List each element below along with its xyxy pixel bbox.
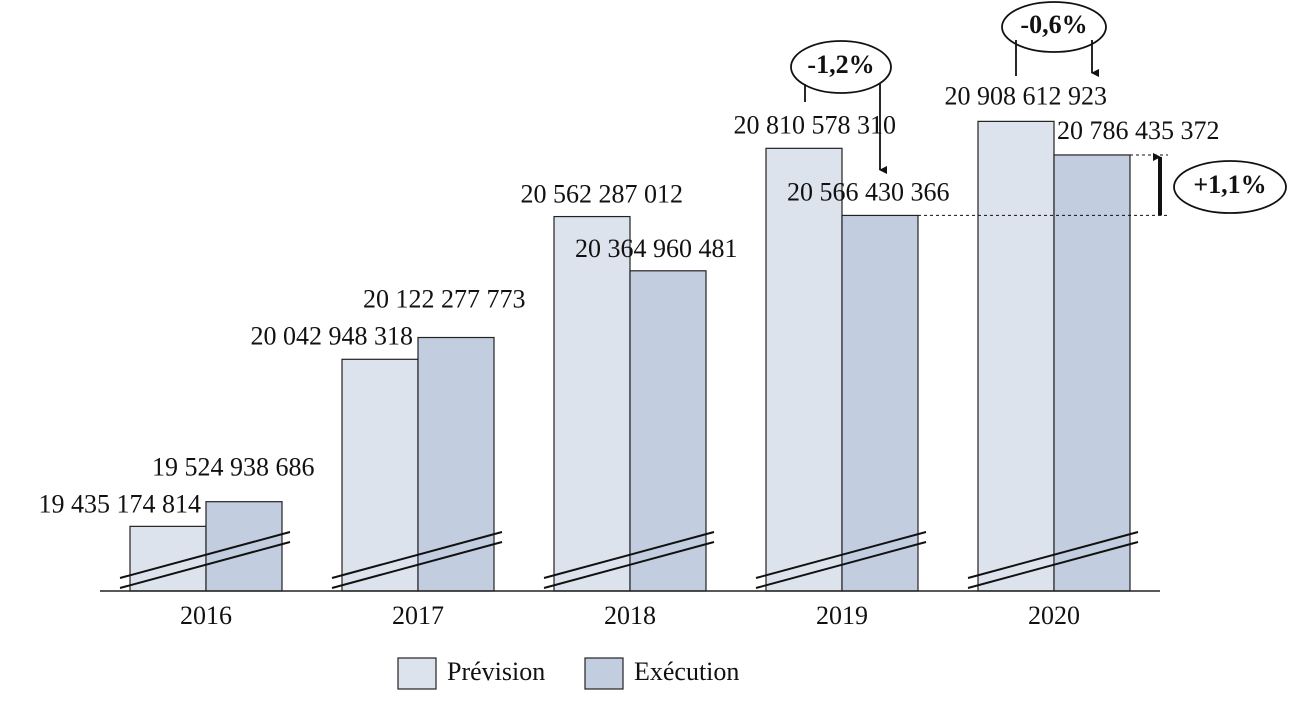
axis-break xyxy=(543,541,715,589)
axis-break xyxy=(755,531,927,579)
x-tick-label: 2019 xyxy=(816,601,868,630)
value-label: 20 810 578 310 xyxy=(734,110,897,139)
axis-break xyxy=(967,541,1139,589)
annotation-bubble xyxy=(1001,1,1107,53)
x-tick-label: 2016 xyxy=(180,601,232,630)
bar xyxy=(841,214,919,592)
bar xyxy=(205,501,283,592)
annotation-bubble xyxy=(790,40,892,94)
value-label: 20 908 612 923 xyxy=(945,81,1108,110)
axis-break xyxy=(755,541,927,589)
value-label: 20 786 435 372 xyxy=(1057,116,1220,145)
axis-break xyxy=(119,541,291,589)
legend-label: Exécution xyxy=(634,657,739,686)
x-tick-label: 2017 xyxy=(392,601,444,630)
bar xyxy=(417,336,495,592)
axis-break xyxy=(331,541,503,589)
value-label: 19 524 938 686 xyxy=(152,453,315,482)
axis-break xyxy=(967,531,1139,579)
value-label: 20 122 277 773 xyxy=(363,284,526,313)
value-label: 20 566 430 366 xyxy=(787,177,950,206)
axis-break xyxy=(119,531,291,579)
axis-break xyxy=(543,531,715,579)
legend-swatch xyxy=(584,657,624,690)
x-tick-label: 2020 xyxy=(1028,601,1080,630)
value-label: 20 562 287 012 xyxy=(521,180,684,209)
annotation: +1,1% xyxy=(1193,170,1266,199)
bar xyxy=(629,270,707,592)
annotation-bubble xyxy=(1173,160,1287,214)
bar xyxy=(977,120,1055,592)
annotation: -1,2% xyxy=(807,50,874,79)
bar xyxy=(765,147,843,592)
bar xyxy=(553,215,631,592)
value-label: 20 042 948 318 xyxy=(251,321,414,350)
bar xyxy=(341,358,419,592)
annotation: -0,6% xyxy=(1020,10,1087,39)
x-tick-label: 2018 xyxy=(604,601,656,630)
bar xyxy=(1053,154,1131,592)
axis-break xyxy=(331,531,503,579)
legend-swatch xyxy=(397,657,437,690)
value-label: 19 435 174 814 xyxy=(39,489,202,518)
value-label: 20 364 960 481 xyxy=(575,234,738,263)
legend-label: Prévision xyxy=(447,657,545,686)
